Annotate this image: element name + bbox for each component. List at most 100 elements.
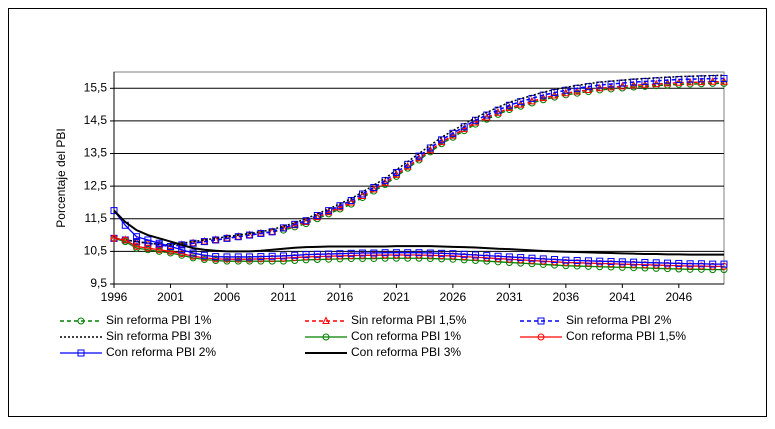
- marker: [537, 333, 545, 341]
- marker: [234, 253, 242, 261]
- series-line: [113, 237, 724, 268]
- legend-label: Sin reforma PBI 1,5%: [351, 313, 467, 327]
- marker: [641, 258, 649, 266]
- marker: [200, 238, 208, 246]
- marker: [449, 250, 457, 258]
- marker: [268, 228, 276, 236]
- marker: [279, 252, 287, 260]
- x-tick-label: 1996: [101, 290, 128, 304]
- marker: [596, 257, 604, 265]
- marker: [336, 202, 344, 211]
- marker: [223, 234, 231, 242]
- marker: [166, 242, 174, 250]
- marker: [133, 233, 141, 241]
- marker: [438, 136, 446, 144]
- marker: [212, 236, 220, 244]
- marker: [686, 260, 694, 268]
- marker: [415, 152, 423, 160]
- marker: [246, 253, 254, 261]
- marker: [505, 103, 514, 111]
- marker: [697, 260, 705, 268]
- x-tick-label: 2021: [383, 290, 410, 304]
- marker: [517, 254, 525, 262]
- marker: [121, 236, 129, 244]
- marker: [359, 190, 367, 198]
- marker: [449, 129, 457, 137]
- series-line: [113, 210, 724, 265]
- y-tick-label: 15,5: [84, 80, 108, 94]
- marker: [709, 260, 717, 268]
- legend: Sin reforma PBI 1% Sin reforma PBI 1,5% Si…: [60, 313, 686, 359]
- marker: [584, 83, 592, 91]
- series-line: [113, 74, 725, 246]
- marker: [257, 253, 265, 261]
- marker: [652, 77, 660, 85]
- x-tick-label: 2016: [327, 290, 354, 304]
- marker: [302, 217, 310, 226]
- marker: [166, 247, 174, 255]
- marker: [144, 236, 152, 244]
- marker: [551, 256, 559, 264]
- marker: [415, 249, 423, 257]
- y-axis-label: Porcentaje del PBI: [54, 128, 68, 227]
- x-tick-label: 2031: [496, 290, 523, 304]
- marker: [144, 244, 152, 252]
- marker: [494, 106, 502, 114]
- marker: [573, 257, 581, 265]
- marker: [618, 258, 626, 266]
- marker: [528, 254, 536, 262]
- marker: [370, 249, 378, 257]
- marker: [313, 250, 321, 258]
- x-tick-label: 2011: [271, 290, 297, 304]
- marker: [460, 124, 468, 133]
- marker: [322, 333, 330, 341]
- marker: [325, 250, 333, 258]
- legend-label: Con reforma PBI 3%: [351, 345, 461, 359]
- marker: [494, 252, 502, 260]
- marker: [178, 246, 186, 254]
- plot-area: [113, 71, 725, 285]
- marker: [359, 249, 367, 257]
- marker: [537, 317, 545, 325]
- marker: [539, 93, 548, 102]
- marker: [223, 257, 231, 265]
- marker: [392, 168, 400, 176]
- marker: [482, 113, 491, 121]
- marker: [200, 251, 208, 259]
- legend-label: Con reforma PBI 1,5%: [566, 329, 686, 343]
- marker: [675, 76, 683, 84]
- marker: [720, 260, 728, 268]
- legend-label: Con reforma PBI 2%: [106, 345, 216, 359]
- marker: [155, 246, 163, 254]
- marker: [584, 257, 592, 265]
- marker: [720, 75, 728, 83]
- marker: [302, 217, 310, 225]
- marker: [246, 257, 254, 265]
- marker: [110, 234, 118, 242]
- marker: [675, 259, 683, 267]
- marker: [234, 257, 242, 265]
- marker: [291, 220, 299, 228]
- series-line: [113, 209, 724, 256]
- marker: [483, 252, 491, 260]
- legend-label: Sin reforma PBI 3%: [106, 329, 212, 343]
- marker: [596, 81, 604, 89]
- marker: [223, 253, 231, 261]
- marker: [438, 249, 446, 257]
- marker: [392, 249, 400, 257]
- y-tick-label: 10,5: [84, 244, 108, 258]
- marker: [607, 257, 615, 265]
- marker: [404, 249, 412, 257]
- marker: [471, 251, 479, 259]
- marker: [528, 96, 536, 105]
- marker: [347, 197, 356, 206]
- marker: [505, 253, 513, 261]
- y-tick-label: 11,5: [85, 211, 108, 225]
- marker: [517, 98, 525, 106]
- marker: [370, 183, 378, 191]
- legend-label: Sin reforma PBI 2%: [566, 313, 672, 327]
- series-line: [113, 82, 724, 248]
- marker: [302, 251, 310, 259]
- marker: [178, 250, 186, 258]
- marker: [449, 130, 457, 139]
